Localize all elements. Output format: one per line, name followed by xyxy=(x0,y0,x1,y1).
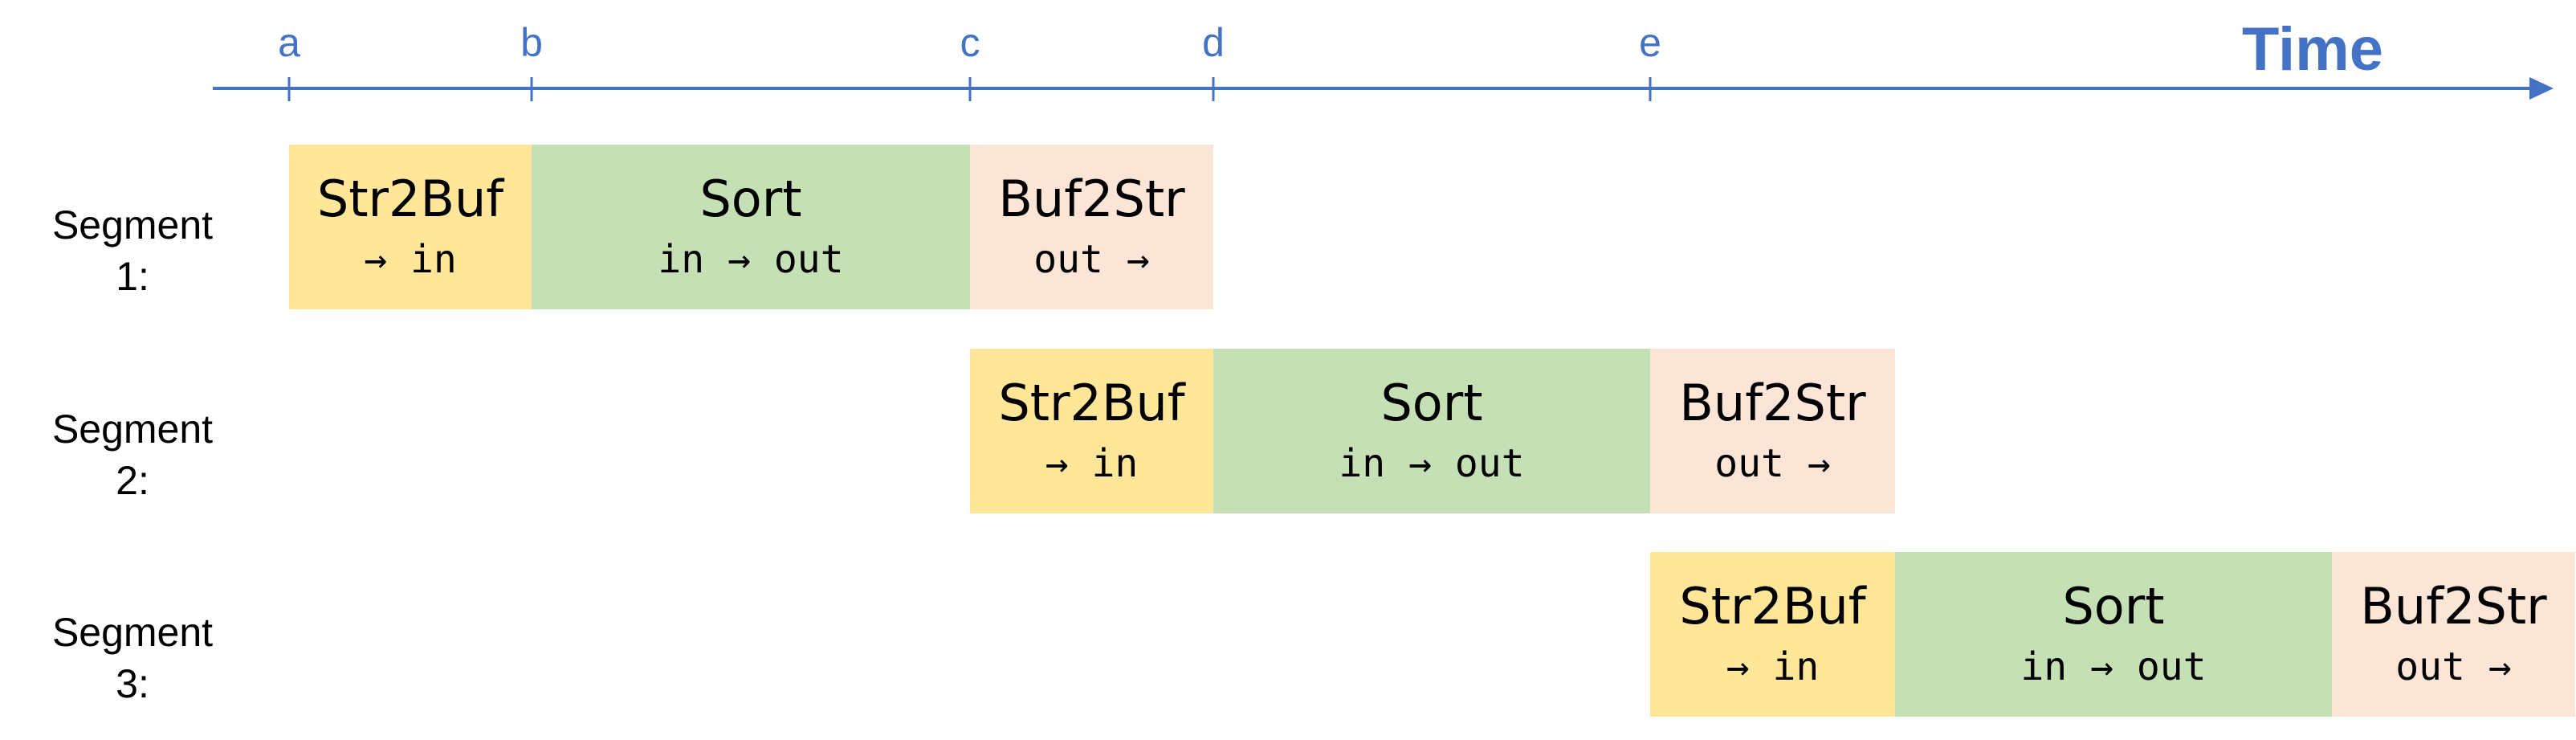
stage-io-label: in → out xyxy=(1339,441,1525,487)
time-axis-arrowhead xyxy=(2529,77,2554,100)
time-axis-ticks xyxy=(287,77,1652,101)
stage-title: Buf2Str xyxy=(1679,373,1866,432)
stage-title: Str2Buf xyxy=(1679,576,1866,636)
stage-io-label: → in xyxy=(1045,441,1139,487)
segment-2-sort-block: Sort in → out xyxy=(1213,349,1650,513)
tick-label-a: a xyxy=(278,20,300,65)
segment-3-sort-block: Sort in → out xyxy=(1895,552,2332,717)
stage-io-label: out → xyxy=(1033,237,1150,283)
time-axis-title: Time xyxy=(2241,15,2383,84)
segment-2-label: Segment 2: xyxy=(24,403,241,506)
segment-1-buf2str-block: Buf2Str out → xyxy=(970,145,1213,309)
stage-title: Str2Buf xyxy=(316,169,504,228)
segment-1-label-line1: Segment xyxy=(51,202,214,247)
segment-1-sort-block: Sort in → out xyxy=(532,145,970,309)
segment-1-label-line2: 1: xyxy=(116,254,149,299)
segment-3-label-line1: Segment xyxy=(51,610,214,655)
segment-2-label-line1: Segment xyxy=(51,407,214,452)
segment-2-label-line2: 2: xyxy=(116,458,149,503)
tick-label-e: e xyxy=(1639,20,1661,65)
segment-3-label: Segment 3: xyxy=(24,607,241,709)
tick-label-d: d xyxy=(1202,20,1225,65)
stage-io-label: out → xyxy=(1714,441,1831,487)
stage-title: Buf2Str xyxy=(998,169,1185,228)
stage-title: Sort xyxy=(699,169,802,228)
stage-io-label: → in xyxy=(364,237,457,283)
segment-3-buf2str-block: Buf2Str out → xyxy=(2332,552,2575,717)
segment-1-label: Segment 1: xyxy=(24,199,241,302)
segment-2-str2buf-block: Str2Buf → in xyxy=(970,349,1213,513)
tick-label-c: c xyxy=(960,20,980,65)
segment-2-buf2str-block: Buf2Str out → xyxy=(1650,349,1895,513)
segment-3-str2buf-block: Str2Buf → in xyxy=(1650,552,1895,717)
stage-io-label: out → xyxy=(2395,644,2512,690)
stage-io-label: → in xyxy=(1726,644,1820,690)
stage-io-label: in → out xyxy=(658,237,844,283)
tick-label-b: b xyxy=(520,20,543,65)
segment-1-str2buf-block: Str2Buf → in xyxy=(289,145,532,309)
stage-title: Sort xyxy=(2062,576,2165,636)
stage-io-label: in → out xyxy=(2020,644,2207,690)
stage-title: Str2Buf xyxy=(998,373,1185,432)
segment-3-label-line2: 3: xyxy=(116,661,149,706)
stage-title: Sort xyxy=(1380,373,1483,432)
stage-title: Buf2Str xyxy=(2360,576,2547,636)
